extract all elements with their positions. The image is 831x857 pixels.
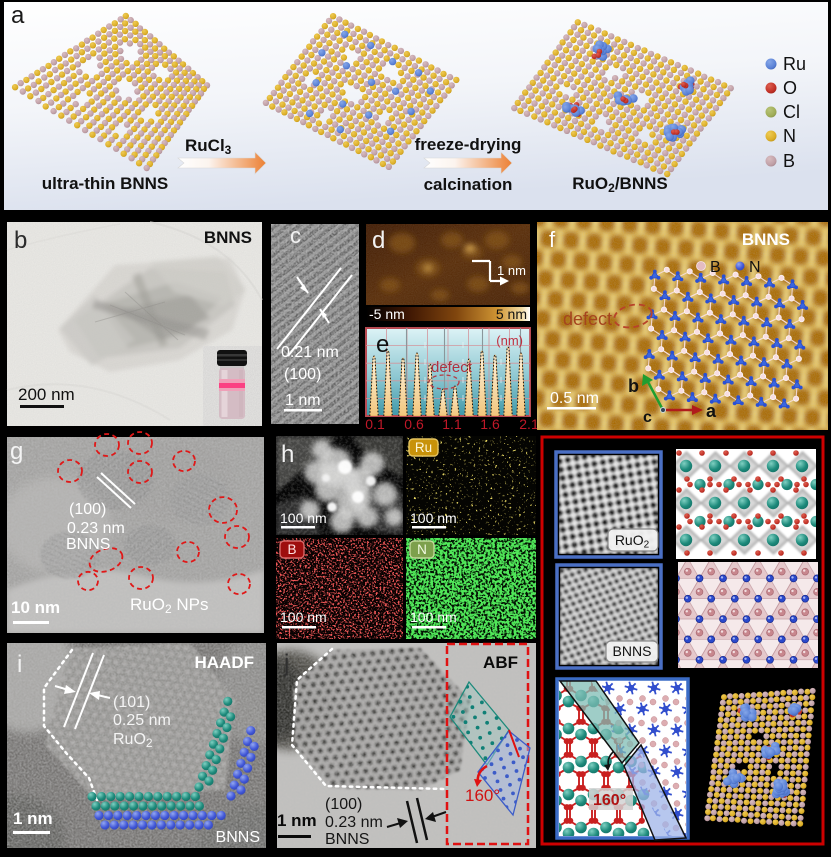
svg-text:100 nm: 100 nm <box>280 609 327 625</box>
svg-text:defect: defect <box>431 359 473 376</box>
svg-text:BNNS: BNNS <box>204 228 252 247</box>
svg-text:0.1: 0.1 <box>365 416 385 432</box>
svg-text:-5 nm: -5 nm <box>369 306 405 322</box>
svg-text:1.6: 1.6 <box>480 416 500 432</box>
svg-text:2.1: 2.1 <box>519 416 539 432</box>
svg-text:0.23 nm: 0.23 nm <box>67 520 125 537</box>
svg-text:BNNS: BNNS <box>742 230 790 249</box>
svg-text:1 nm: 1 nm <box>497 263 526 278</box>
svg-text:1.1: 1.1 <box>442 416 462 432</box>
svg-text:0.21 nm: 0.21 nm <box>281 344 339 361</box>
svg-text:1 nm: 1 nm <box>285 392 321 409</box>
svg-text:Ru: Ru <box>415 440 432 455</box>
svg-text:f: f <box>549 227 556 252</box>
svg-text:a: a <box>706 401 717 421</box>
svg-text:BNNS: BNNS <box>325 831 369 848</box>
svg-text:Cl: Cl <box>783 102 800 122</box>
svg-text:N: N <box>749 259 761 276</box>
svg-text:5 nm: 5 nm <box>496 306 527 322</box>
svg-text:RuO2/BNNS: RuO2/BNNS <box>572 174 667 195</box>
svg-text:(100): (100) <box>69 501 106 518</box>
svg-text:j: j <box>283 650 289 677</box>
svg-text:(100): (100) <box>325 796 362 813</box>
svg-text:(nm): (nm) <box>496 333 523 348</box>
svg-text:RuO2 NPs: RuO2 NPs <box>130 595 209 616</box>
svg-text:(101): (101) <box>113 694 150 711</box>
svg-text:h: h <box>281 441 294 468</box>
svg-text:a: a <box>11 2 25 29</box>
svg-text:freeze-drying: freeze-drying <box>415 135 522 154</box>
svg-text:g: g <box>10 438 23 465</box>
svg-text:BNNS: BNNS <box>66 536 110 553</box>
svg-text:100 nm: 100 nm <box>410 510 457 526</box>
svg-text:b: b <box>628 376 639 396</box>
svg-text:RuCl3: RuCl3 <box>185 136 232 157</box>
svg-text:N: N <box>417 542 427 557</box>
svg-text:160°: 160° <box>465 786 500 805</box>
svg-text:O: O <box>783 78 797 98</box>
svg-text:1 nm: 1 nm <box>277 811 317 830</box>
svg-text:1 nm: 1 nm <box>13 809 53 828</box>
svg-text:0.25 nm: 0.25 nm <box>113 712 171 729</box>
svg-text:BNNS: BNNS <box>216 829 260 846</box>
svg-text:(100): (100) <box>284 366 321 383</box>
svg-text:c: c <box>643 409 652 426</box>
svg-text:c: c <box>290 223 301 248</box>
svg-text:B: B <box>710 259 721 276</box>
svg-text:calcination: calcination <box>424 175 513 194</box>
svg-text:Ru: Ru <box>783 54 806 74</box>
svg-text:RuO2: RuO2 <box>113 731 153 750</box>
svg-text:defect: defect <box>563 309 612 329</box>
svg-text:ultra-thin BNNS: ultra-thin BNNS <box>42 174 169 193</box>
svg-text:B: B <box>783 151 795 171</box>
svg-text:10 nm: 10 nm <box>11 598 60 617</box>
svg-text:N: N <box>783 126 796 146</box>
svg-text:RuO2: RuO2 <box>615 532 650 551</box>
svg-text:0.6: 0.6 <box>404 416 424 432</box>
svg-text:b: b <box>14 227 27 254</box>
svg-text:d: d <box>372 227 385 254</box>
svg-text:100 nm: 100 nm <box>410 609 457 625</box>
svg-text:0.5 nm: 0.5 nm <box>550 390 599 407</box>
svg-text:e: e <box>376 331 389 358</box>
svg-text:160°: 160° <box>593 792 626 809</box>
svg-text:200 nm: 200 nm <box>18 385 75 404</box>
svg-text:HAADF: HAADF <box>195 653 255 672</box>
svg-text:0.23 nm: 0.23 nm <box>325 814 383 831</box>
svg-text:ABF: ABF <box>483 653 518 672</box>
svg-text:i: i <box>17 651 22 678</box>
svg-text:100 nm: 100 nm <box>280 510 327 526</box>
svg-text:B: B <box>287 542 296 557</box>
svg-text:BNNS: BNNS <box>613 643 652 659</box>
